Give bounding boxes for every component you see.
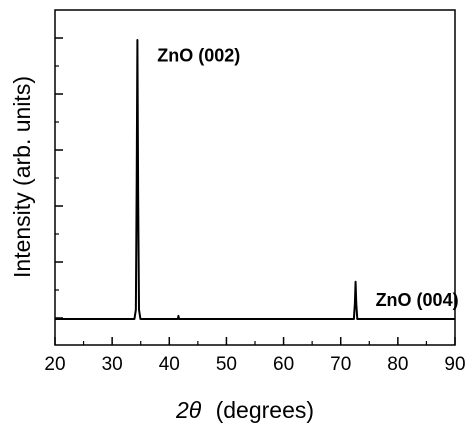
x-axis-ticks: 20 30 40 50 60 70 80 90 xyxy=(44,337,466,375)
x-tick-label: 50 xyxy=(216,354,237,375)
y-axis-title: Intensity (arb. units) xyxy=(9,76,35,278)
series-line xyxy=(55,39,455,320)
x-tick-label: 90 xyxy=(444,354,465,375)
x-tick-label: 80 xyxy=(387,354,408,375)
peak-annotations: ZnO (002) ZnO (004) xyxy=(157,45,458,310)
x-tick-label: 70 xyxy=(330,354,351,375)
x-tick-label: 30 xyxy=(102,354,123,375)
y-axis-ticks xyxy=(55,37,63,319)
x-axis-title: 2θ (degrees) xyxy=(175,397,314,423)
x-axis-symbol: 2θ xyxy=(175,397,202,423)
peak-annotation: ZnO (004) xyxy=(376,290,459,310)
x-tick-label: 60 xyxy=(273,354,294,375)
x-axis-unit: (degrees) xyxy=(216,397,314,423)
peak-annotation: ZnO (002) xyxy=(157,45,240,65)
x-tick-label: 20 xyxy=(44,354,65,375)
x-tick-label: 40 xyxy=(159,354,180,375)
